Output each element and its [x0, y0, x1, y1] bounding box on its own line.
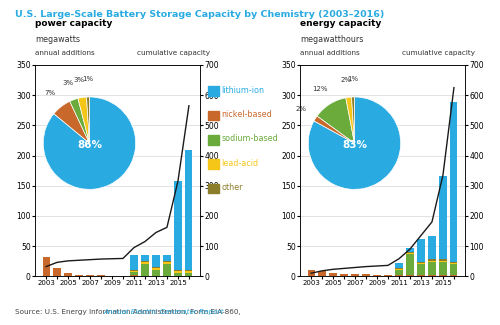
Bar — [450, 263, 458, 264]
Bar — [174, 181, 182, 270]
Bar — [164, 255, 170, 261]
Bar — [130, 270, 138, 271]
Bar — [142, 261, 148, 262]
Bar — [406, 252, 414, 253]
Bar — [428, 259, 436, 261]
Bar — [142, 255, 148, 261]
Bar — [440, 261, 446, 262]
Text: annual additions: annual additions — [300, 50, 360, 56]
Bar — [374, 275, 380, 276]
Bar — [142, 262, 148, 264]
Bar — [428, 261, 436, 262]
Bar — [396, 268, 402, 269]
Bar — [428, 275, 436, 276]
Bar — [130, 271, 138, 272]
Bar — [86, 275, 94, 276]
Bar — [396, 269, 402, 270]
Text: cumulative capacity: cumulative capacity — [138, 50, 210, 56]
Bar — [330, 273, 336, 276]
Bar — [396, 270, 402, 275]
Bar — [130, 254, 138, 270]
Bar — [396, 263, 402, 268]
Bar — [450, 102, 458, 262]
Bar — [174, 273, 182, 276]
Text: other: other — [222, 183, 243, 192]
Text: power capacity: power capacity — [35, 19, 112, 28]
Bar — [362, 274, 370, 276]
Bar — [418, 262, 424, 263]
Bar — [418, 275, 424, 276]
Bar — [450, 264, 458, 275]
Bar — [152, 255, 160, 267]
Bar — [440, 262, 446, 275]
Text: annual additions: annual additions — [35, 50, 95, 56]
Bar — [384, 275, 392, 276]
Text: cumulative capacity: cumulative capacity — [402, 50, 475, 56]
Bar — [42, 257, 50, 276]
Bar — [352, 274, 358, 276]
Bar — [450, 262, 458, 263]
Bar — [130, 272, 138, 275]
Bar — [428, 262, 436, 275]
Text: lead-acid: lead-acid — [222, 159, 258, 168]
Text: U.S. Large-Scale Battery Storage Capacity by Chemistry (2003–2016): U.S. Large-Scale Battery Storage Capacit… — [15, 10, 384, 19]
Text: lithium-ion: lithium-ion — [222, 85, 264, 95]
Bar — [64, 273, 71, 276]
Bar — [186, 273, 192, 276]
Text: Source: U.S. Energy Information Administration, Form EIA-860,: Source: U.S. Energy Information Administ… — [15, 309, 243, 315]
Text: sodium-based: sodium-based — [222, 134, 278, 143]
Bar — [174, 271, 182, 273]
Bar — [186, 270, 192, 271]
Text: energy capacity: energy capacity — [300, 19, 382, 28]
Bar — [130, 275, 138, 276]
Bar — [76, 275, 82, 276]
Text: nickel-based: nickel-based — [222, 110, 272, 119]
Bar — [406, 253, 414, 254]
Bar — [164, 262, 170, 264]
Bar — [340, 274, 347, 276]
Bar — [406, 249, 414, 252]
Bar — [152, 267, 160, 268]
Text: megawatts: megawatts — [35, 35, 80, 45]
Bar — [450, 275, 458, 276]
Bar — [406, 275, 414, 276]
Bar — [54, 268, 60, 276]
Bar — [174, 270, 182, 271]
Text: Annual Electric Generator Report: Annual Electric Generator Report — [104, 309, 224, 315]
Bar — [418, 239, 424, 262]
Bar — [396, 275, 402, 276]
Bar — [142, 264, 148, 276]
Text: megawatthours: megawatthours — [300, 35, 364, 45]
Bar — [308, 270, 314, 276]
Bar — [98, 275, 104, 276]
Bar — [440, 275, 446, 276]
Bar — [186, 271, 192, 273]
Bar — [418, 263, 424, 264]
Bar — [418, 264, 424, 275]
Bar — [440, 176, 446, 259]
Bar — [164, 264, 170, 276]
Bar — [428, 236, 436, 259]
Bar — [152, 268, 160, 270]
Bar — [164, 261, 170, 262]
Bar — [440, 259, 446, 261]
Bar — [406, 254, 414, 275]
Bar — [318, 271, 326, 276]
Bar — [186, 150, 192, 270]
Bar — [152, 270, 160, 276]
